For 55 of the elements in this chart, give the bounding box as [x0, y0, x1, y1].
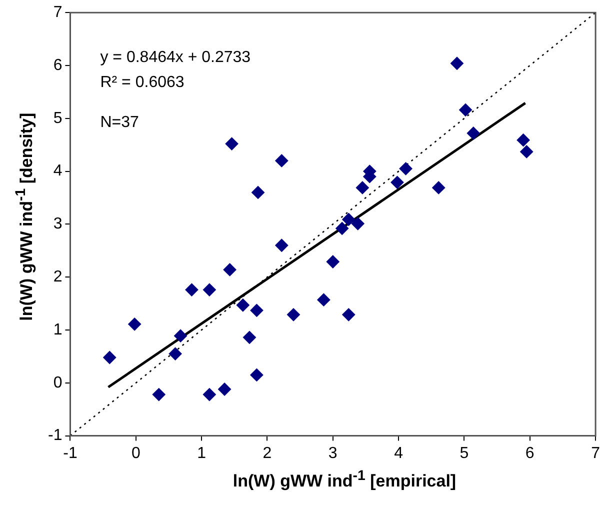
- x-tick-label: 5: [460, 444, 469, 462]
- y-tick-label: 6: [53, 56, 62, 74]
- y-tick-label: 2: [53, 268, 62, 286]
- y-tick-label: 0: [53, 374, 62, 392]
- y-tick-label: 5: [53, 110, 62, 127]
- x-tick-label: 3: [328, 444, 338, 462]
- point: [275, 238, 288, 252]
- x-tick-label: 4: [394, 444, 404, 462]
- point: [168, 347, 182, 360]
- point: [520, 145, 534, 158]
- point: [351, 217, 364, 230]
- point: [356, 181, 369, 194]
- x-axis-title: ln(W) gWW ind$^{-1}$ [empirical]: [232, 468, 458, 492]
- point: [202, 388, 216, 402]
- point: [275, 154, 288, 168]
- point: [236, 298, 250, 312]
- point: [317, 293, 330, 306]
- point: [342, 308, 356, 322]
- point: [103, 351, 116, 364]
- point: [252, 186, 265, 199]
- annotation: N=37: [100, 114, 140, 132]
- y-tick-label: 3: [53, 216, 62, 233]
- point: [242, 330, 256, 344]
- point: [223, 263, 236, 276]
- x-tick-label: 0: [131, 444, 140, 462]
- point: [128, 318, 142, 331]
- y-tick-label: -1: [48, 427, 62, 444]
- annotation: y = 0.8464x + 0.2733: [100, 49, 251, 66]
- point: [450, 56, 464, 70]
- point: [250, 304, 264, 317]
- point: [399, 162, 412, 176]
- y-tick-label: 4: [53, 162, 62, 180]
- x-tick-label: 2: [262, 444, 272, 462]
- point: [250, 368, 264, 382]
- point: [342, 212, 356, 226]
- point: [390, 176, 404, 189]
- point: [225, 137, 238, 150]
- point: [152, 388, 166, 402]
- point: [286, 308, 300, 322]
- y-tick-label: 1: [53, 321, 62, 338]
- point: [466, 126, 480, 140]
- point: [459, 103, 472, 116]
- point: [516, 134, 530, 147]
- annotation: R² = 0.6063: [100, 74, 184, 92]
- x-tick-label: 6: [525, 444, 534, 462]
- point: [432, 181, 446, 194]
- point: [202, 283, 216, 296]
- point: [218, 382, 232, 396]
- point: [174, 329, 188, 342]
- x-tick-label: 1: [197, 444, 206, 462]
- point: [326, 255, 340, 268]
- x-tick-label: 7: [591, 444, 600, 462]
- y-tick-label: 7: [53, 4, 62, 22]
- point: [336, 222, 349, 235]
- point: [185, 283, 198, 296]
